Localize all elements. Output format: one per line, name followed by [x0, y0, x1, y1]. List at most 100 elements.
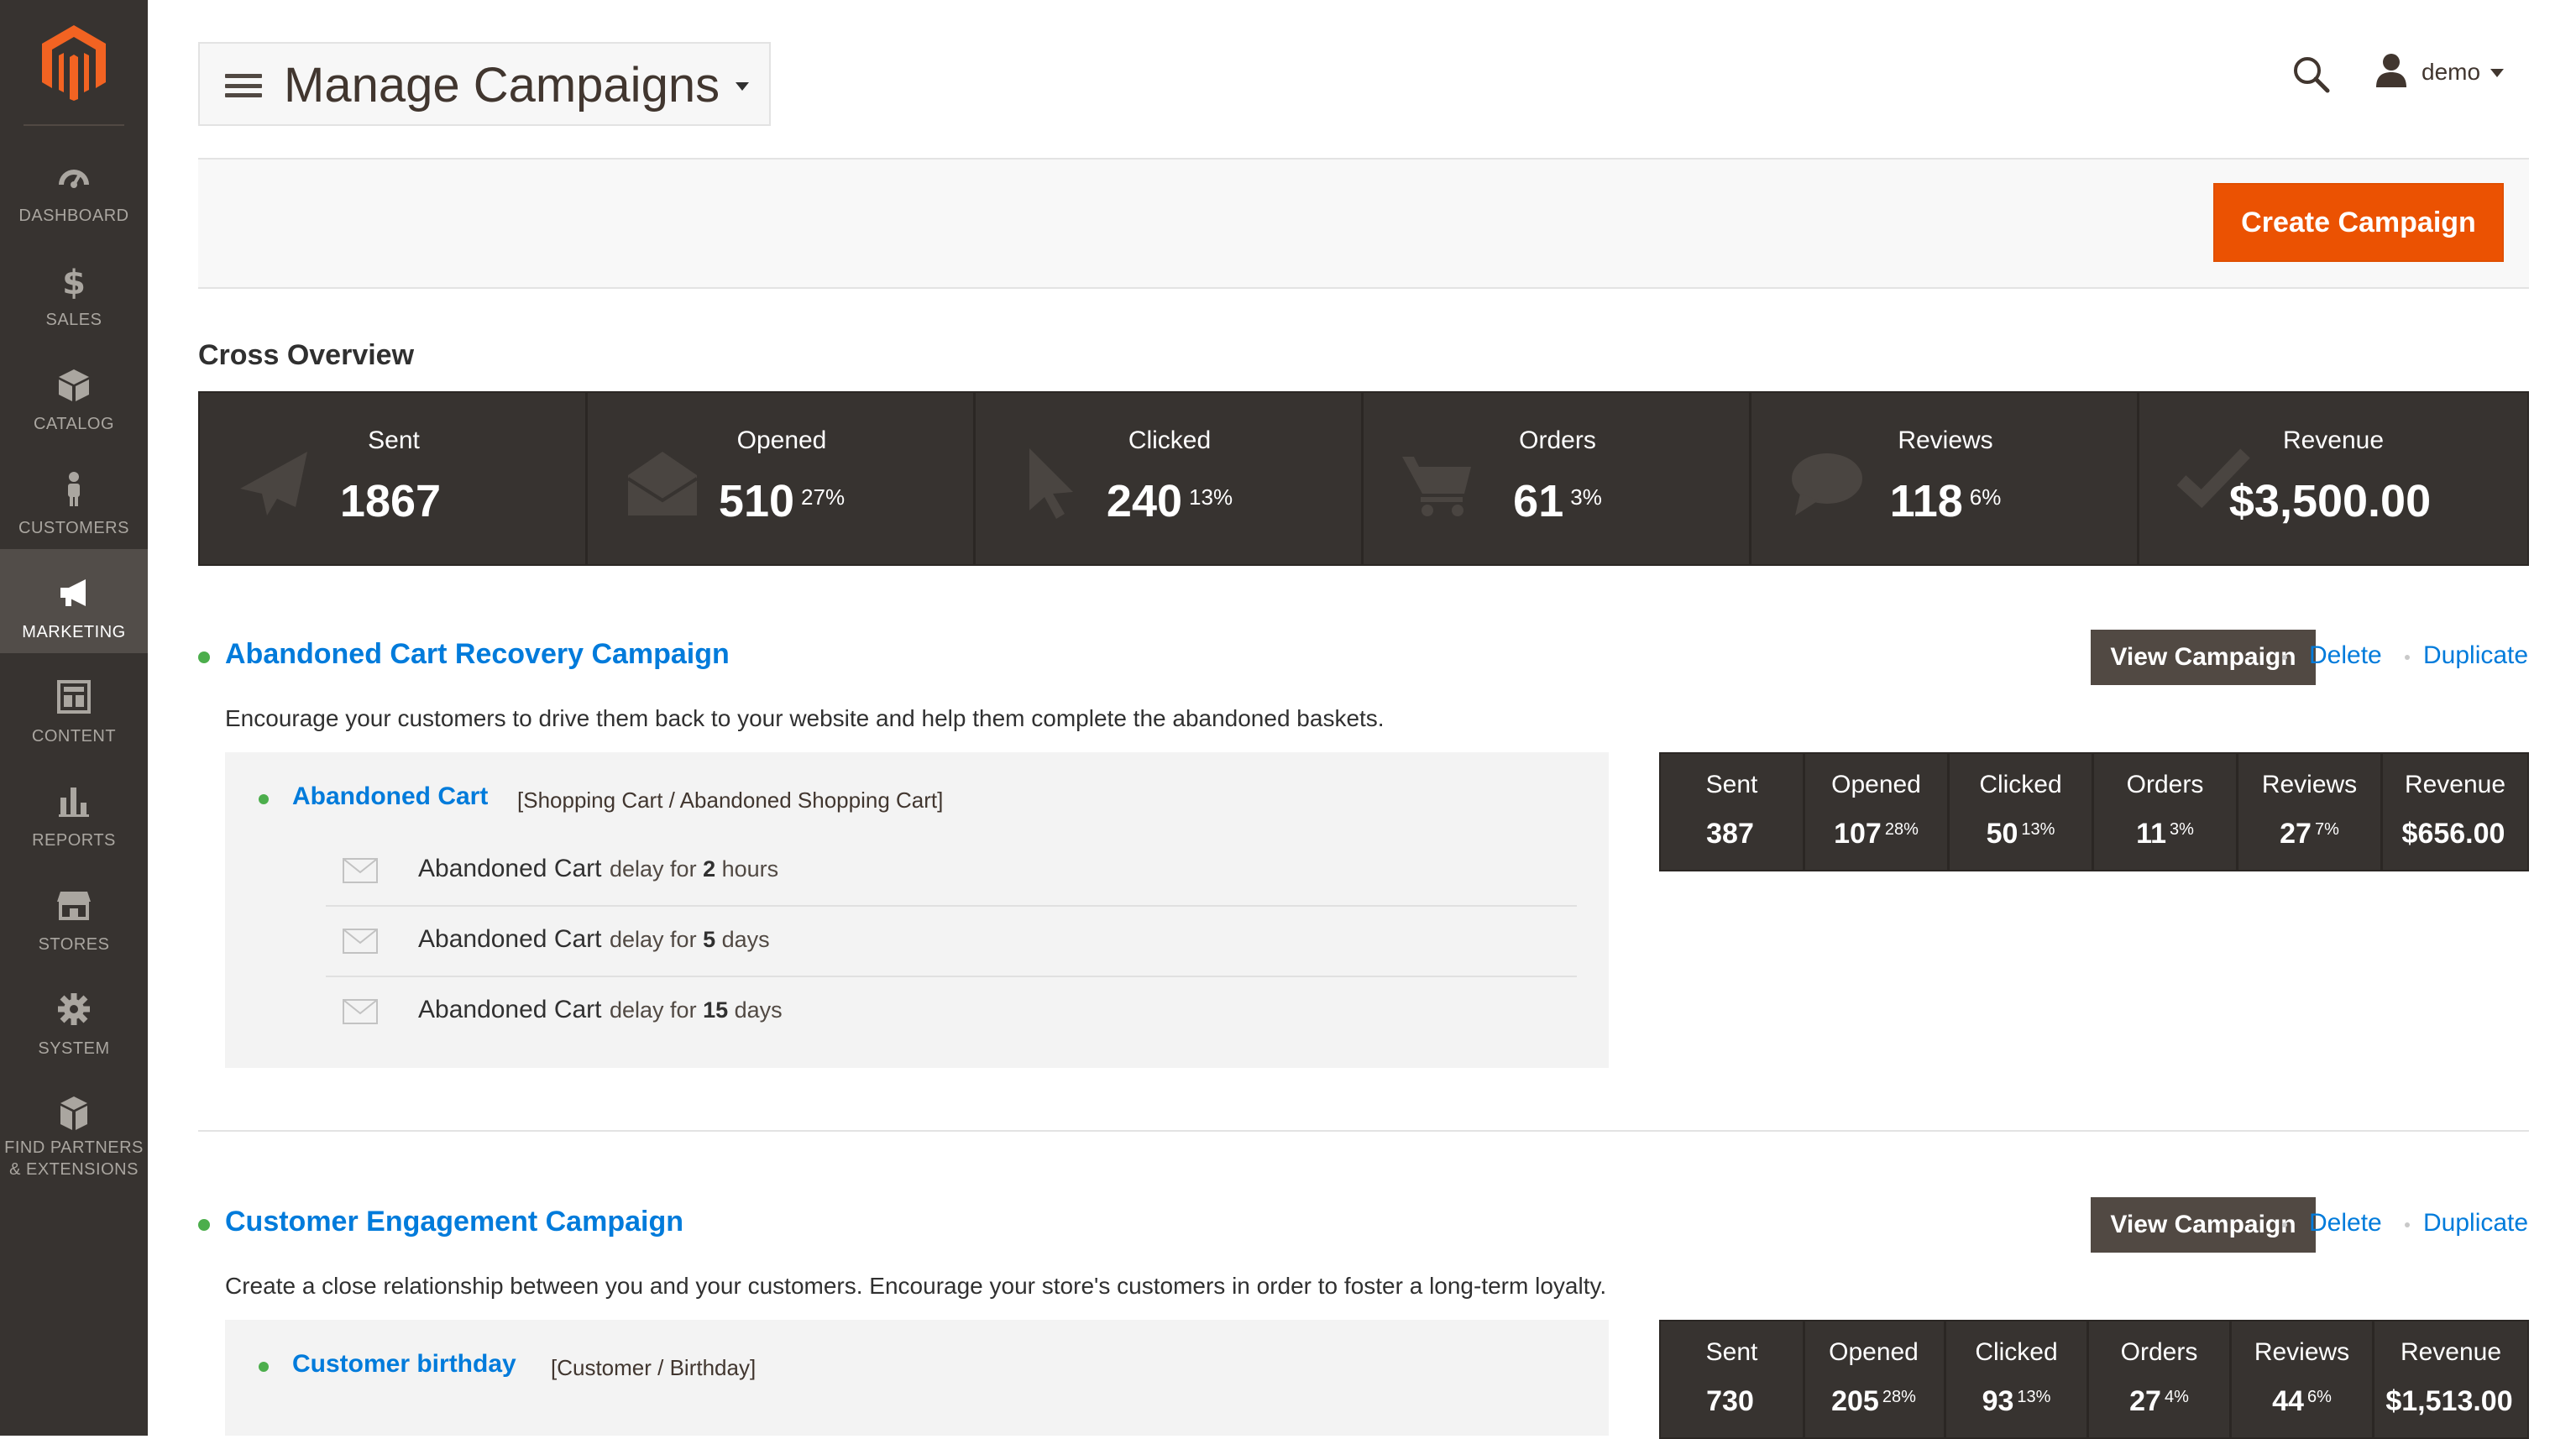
bar-chart-icon	[55, 782, 92, 819]
stat-value: 387	[1661, 818, 1803, 850]
campaign-description: Create a close relationship between you …	[225, 1273, 1607, 1299]
stat-number: 93	[1982, 1385, 2014, 1417]
stat-reviews: Reviews 27 7%	[2238, 754, 2383, 870]
metric-value: 240 13%	[976, 475, 1364, 527]
chevron-down-icon[interactable]	[736, 82, 749, 91]
delay-unit: hours	[721, 856, 779, 882]
delay-prefix: delay for	[610, 927, 697, 952]
overview-metric-orders: Orders 61 3%	[1364, 393, 1751, 564]
magento-logo[interactable]	[42, 25, 106, 101]
chain-email-row[interactable]: Abandoned Cart delay for 15 days	[326, 976, 1577, 1046]
trigger-name-link[interactable]: Customer birthday	[292, 1350, 516, 1378]
chain-email-name: Abandoned Cart	[418, 855, 602, 882]
separator-dot	[2405, 1222, 2410, 1227]
chain-delay-text: delay for 5 days	[610, 927, 770, 953]
metric-value: 61 3%	[1364, 475, 1751, 527]
stat-number: 50	[1986, 818, 2018, 850]
metric-number: 118	[1889, 476, 1963, 526]
metric-number: 240	[1106, 476, 1183, 526]
user-icon[interactable]	[2374, 52, 2408, 87]
campaign-title-link[interactable]: Abandoned Cart Recovery Campaign	[225, 638, 730, 670]
stat-percent: 13%	[2021, 820, 2055, 839]
stat-reviews: Reviews 44 6%	[2232, 1321, 2374, 1437]
metric-label: Reviews	[1898, 426, 1993, 454]
stat-number: 730	[1706, 1385, 1754, 1417]
campaign-description: Encourage your customers to drive them b…	[225, 705, 1385, 731]
view-campaign-button[interactable]: View Campaign	[2091, 1197, 2316, 1253]
stat-value: $656.00	[2383, 818, 2527, 850]
delete-link[interactable]: Delete	[2309, 641, 2382, 669]
sidebar-item-customers[interactable]: CUSTOMERS	[0, 445, 148, 549]
chain-delay-text: delay for 2 hours	[610, 856, 778, 882]
sidebar-item-label: CONTENT	[31, 727, 117, 746]
delay-prefix: delay for	[610, 997, 697, 1023]
chain-email-name: Abandoned Cart	[418, 996, 602, 1023]
separator-dot	[2282, 655, 2287, 660]
stat-label: Orders	[2126, 771, 2204, 798]
sidebar-item-sales[interactable]: $ SALES	[0, 237, 148, 341]
delay-unit: days	[734, 997, 783, 1023]
sidebar-item-label: MARKETING	[22, 623, 126, 641]
chain-email-row[interactable]: Abandoned Cart delay for 5 days	[326, 905, 1577, 977]
metric-label: Opened	[736, 426, 827, 454]
overview-metric-clicked: Clicked 240 13%	[976, 393, 1364, 564]
stat-label: Opened	[1831, 771, 1921, 798]
status-dot	[259, 1362, 269, 1372]
stat-number: 27	[2280, 818, 2312, 850]
sidebar-item-label: DASHBOARD	[18, 207, 129, 225]
duplicate-link[interactable]: Duplicate	[2423, 1209, 2529, 1237]
stat-label: Revenue	[2400, 1338, 2502, 1366]
stat-sent: Sent 387	[1661, 754, 1805, 870]
view-campaign-button[interactable]: View Campaign	[2091, 630, 2316, 685]
stat-revenue: Revenue $656.00	[2383, 754, 2527, 870]
sidebar-item-dashboard[interactable]: DASHBOARD	[0, 133, 148, 237]
separator-dot	[2282, 1222, 2287, 1227]
sidebar-item-reports[interactable]: REPORTS	[0, 757, 148, 861]
sidebar-item-system[interactable]: SYSTEM	[0, 965, 148, 1070]
sidebar-item-stores[interactable]: STORES	[0, 861, 148, 965]
stat-number: $1,513.00	[2385, 1385, 2513, 1417]
stat-value: 11 3%	[2094, 818, 2236, 850]
campaign-stats-panel: Sent 730 Opened 205 28% Clicked 93 13% Orders…	[1659, 1320, 2529, 1439]
delay-value: 15	[703, 997, 729, 1023]
overview-metric-revenue: Revenue $3,500.00	[2139, 393, 2527, 564]
cross-overview-panel: Sent 1867 Opened 510 27% Clicked 240 13% O…	[198, 391, 2529, 566]
trigger-name-link[interactable]: Abandoned Cart	[292, 782, 489, 810]
stat-label: Clicked	[1975, 1338, 2058, 1366]
sidebar-item-find-partners[interactable]: FIND PARTNERS & EXTENSIONS	[0, 1070, 148, 1196]
stat-number: 44	[2272, 1385, 2304, 1417]
campaign-card: Abandoned Cart Recovery Campaign View Ca…	[198, 630, 2529, 1091]
menu-icon[interactable]	[225, 74, 262, 97]
stat-value: 93 13%	[1946, 1385, 2086, 1418]
stat-label: Sent	[1705, 1338, 1758, 1366]
stat-value: $1,513.00	[2374, 1385, 2527, 1418]
duplicate-link[interactable]: Duplicate	[2423, 641, 2529, 669]
metric-value: $3,500.00	[2139, 475, 2527, 527]
page-title-switcher[interactable]: Manage Campaigns	[198, 42, 771, 126]
status-dot	[198, 1219, 210, 1231]
create-campaign-button[interactable]: Create Campaign	[2213, 183, 2504, 262]
chain-email-row[interactable]: Abandoned Cart delay for 2 hours	[326, 835, 1577, 907]
chevron-down-icon[interactable]	[2490, 69, 2504, 77]
sidebar-item-catalog[interactable]: CATALOG	[0, 341, 148, 445]
page-actions-bar	[198, 158, 2529, 289]
search-icon[interactable]	[2291, 54, 2331, 94]
sidebar-item-label: CUSTOMERS	[18, 519, 129, 537]
user-account-name[interactable]: demo	[2422, 59, 2481, 85]
metric-label: Revenue	[2282, 426, 2385, 454]
delete-link[interactable]: Delete	[2309, 1209, 2382, 1237]
metric-percent: 6%	[1969, 484, 2002, 510]
box-icon	[55, 366, 92, 403]
sidebar-item-label-line2: & EXTENSIONS	[9, 1160, 139, 1179]
sidebar-item-content[interactable]: CONTENT	[0, 653, 148, 757]
stat-value: 27 7%	[2238, 818, 2380, 850]
sidebar-item-marketing[interactable]: MARKETING	[0, 549, 148, 653]
cart-icon	[1401, 445, 1476, 521]
stat-number: 205	[1831, 1385, 1879, 1417]
sidebar-item-label-line1: FIND PARTNERS	[4, 1138, 144, 1157]
paper-plane-icon	[237, 445, 312, 521]
metric-percent: 13%	[1189, 484, 1233, 510]
campaign-title-link[interactable]: Customer Engagement Campaign	[225, 1206, 683, 1238]
stat-percent: 28%	[1882, 1388, 1916, 1406]
envelope-icon	[343, 999, 378, 1024]
